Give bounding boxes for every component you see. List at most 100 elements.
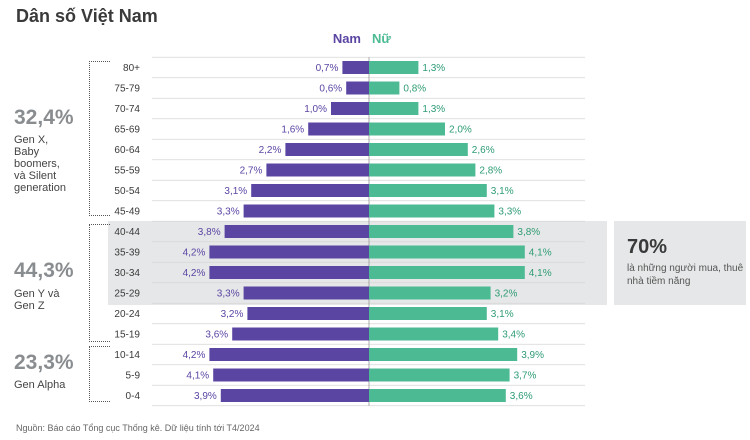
age-label: 80+	[123, 63, 140, 74]
age-label: 60-64	[114, 145, 140, 156]
male-bar	[213, 368, 369, 382]
male-value-label: 4,2%	[183, 350, 206, 361]
female-value-label: 3,2%	[495, 289, 518, 300]
female-bar	[369, 143, 468, 156]
female-bar	[369, 61, 419, 74]
female-value-label: 4,1%	[529, 268, 552, 279]
female-value-label: 3,6%	[510, 391, 533, 402]
male-value-label: 3,3%	[217, 289, 240, 300]
female-bar	[369, 163, 476, 177]
male-bar	[251, 184, 369, 197]
male-value-label: 4,2%	[183, 248, 206, 259]
male-value-label: 3,3%	[217, 207, 240, 218]
legend-male: Nam	[332, 31, 361, 46]
age-label: 55-59	[114, 166, 140, 177]
female-value-label: 3,3%	[498, 207, 521, 218]
age-label: 10-14	[114, 350, 140, 361]
group-bracket-alpha	[89, 346, 110, 402]
male-bar	[285, 143, 369, 156]
age-label: 25-29	[114, 289, 140, 300]
age-label: 20-24	[114, 309, 140, 320]
male-value-label: 1,0%	[304, 104, 327, 115]
male-value-label: 1,6%	[281, 125, 304, 136]
male-bar	[331, 102, 369, 115]
age-label: 15-19	[114, 330, 140, 341]
female-bar	[369, 327, 499, 341]
male-value-label: 3,8%	[198, 227, 221, 238]
female-bar	[369, 184, 487, 197]
male-bar	[209, 245, 369, 259]
age-label: 0-4	[126, 391, 141, 402]
female-bar	[369, 286, 491, 300]
group-percent-genyz: 44,3%	[14, 259, 74, 282]
female-value-label: 3,8%	[517, 227, 540, 238]
group-bracket-older	[89, 61, 110, 216]
female-value-label: 3,4%	[502, 330, 525, 341]
female-value-label: 0,8%	[403, 84, 426, 95]
source-note: Nguồn: Báo cáo Tổng cục Thống kê. Dữ liệ…	[16, 423, 260, 433]
male-value-label: 4,2%	[183, 268, 206, 279]
female-bar	[369, 348, 518, 361]
female-value-label: 2,8%	[479, 166, 502, 177]
male-value-label: 2,2%	[259, 145, 282, 156]
male-value-label: 3,1%	[224, 186, 247, 197]
male-value-label: 0,7%	[316, 63, 339, 74]
group-desc-older: Gen X, Baby boomers, và Silent generatio…	[14, 134, 66, 194]
chart-title: Dân số Việt Nam	[16, 6, 158, 26]
male-value-label: 3,9%	[194, 391, 217, 402]
age-label: 45-49	[114, 207, 140, 218]
age-label: 30-34	[114, 268, 140, 279]
female-value-label: 3,1%	[491, 186, 514, 197]
male-bar	[209, 348, 369, 361]
female-bar	[369, 225, 514, 238]
male-bar	[224, 225, 369, 238]
male-bar	[209, 266, 369, 279]
male-value-label: 3,2%	[221, 309, 244, 320]
female-bar	[369, 102, 419, 115]
female-value-label: 1,3%	[422, 63, 445, 74]
age-label: 65-69	[114, 125, 140, 136]
female-value-label: 4,1%	[529, 248, 552, 259]
male-bar	[342, 61, 369, 74]
age-label: 40-44	[114, 227, 140, 238]
age-label: 50-54	[114, 186, 140, 197]
female-bar	[369, 389, 506, 402]
female-bar	[369, 368, 510, 382]
female-bar	[369, 81, 400, 95]
group-desc-alpha: Gen Alpha	[14, 379, 66, 391]
highlight-percent: 70%	[627, 236, 668, 258]
female-value-label: 3,7%	[514, 371, 537, 382]
group-percent-alpha: 23,3%	[14, 351, 74, 374]
legend-female: Nữ	[372, 31, 391, 46]
male-bar	[232, 327, 369, 341]
highlight-text: là những người mua, thuê nhà tiềm năng	[627, 263, 744, 287]
age-label: 35-39	[114, 248, 140, 259]
male-value-label: 3,6%	[205, 330, 228, 341]
male-bar	[266, 163, 369, 177]
male-bar	[243, 204, 369, 218]
male-bar	[247, 307, 369, 320]
male-value-label: 2,7%	[240, 166, 263, 177]
male-bar	[243, 286, 369, 300]
age-label: 5-9	[126, 371, 141, 382]
highlight-callout: 70% là những người mua, thuê nhà tiềm nă…	[614, 221, 746, 305]
group-bracket-genyz	[89, 224, 110, 342]
female-bar	[369, 204, 495, 218]
female-bar	[369, 266, 525, 279]
female-value-label: 2,6%	[472, 145, 495, 156]
male-value-label: 0,6%	[319, 84, 342, 95]
age-label: 70-74	[114, 104, 140, 115]
female-value-label: 3,1%	[491, 309, 514, 320]
female-value-label: 1,3%	[422, 104, 445, 115]
age-label: 75-79	[114, 84, 140, 95]
male-bar	[308, 122, 369, 136]
male-bar	[346, 81, 369, 95]
male-bar	[220, 389, 369, 402]
male-value-label: 4,1%	[186, 371, 209, 382]
female-bar	[369, 122, 445, 136]
group-percent-older: 32,4%	[14, 106, 74, 129]
female-value-label: 2,0%	[449, 125, 472, 136]
female-bar	[369, 245, 525, 259]
group-desc-genyz: Gen Y và Gen Z	[14, 288, 60, 312]
